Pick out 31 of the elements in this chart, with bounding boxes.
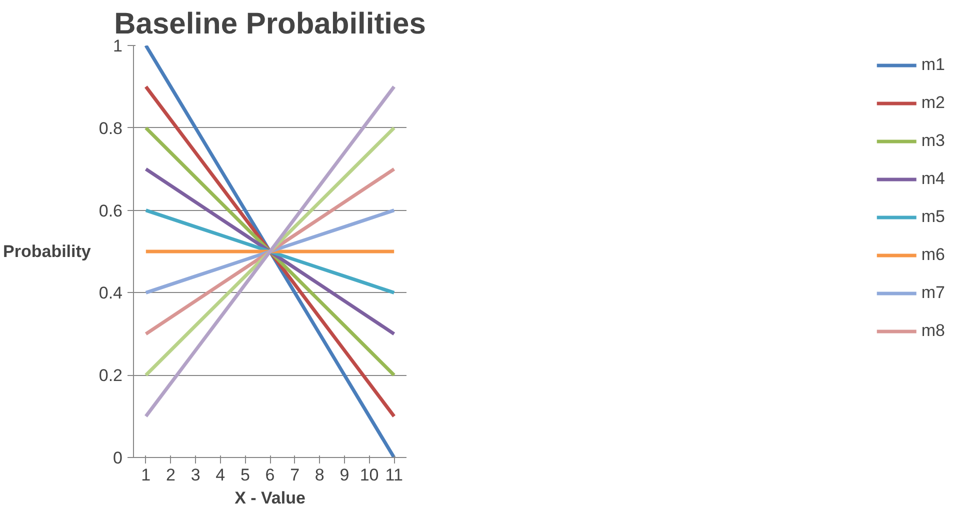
- x-tick-label: 7: [290, 466, 300, 484]
- legend-label: m4: [921, 169, 945, 189]
- line-series: [144, 208, 396, 294]
- legend-label: m5: [921, 207, 945, 227]
- line-series: [144, 126, 396, 377]
- y-tick-label: 0.8: [98, 118, 123, 138]
- x-axis-title: X - Value: [234, 488, 306, 508]
- y-tick-label: 0.2: [98, 366, 123, 386]
- x-tick-label: 8: [314, 466, 324, 484]
- x-tick-label: 1: [141, 466, 151, 484]
- legend-label: m3: [921, 131, 945, 151]
- legend-label: m8: [921, 321, 945, 341]
- x-tick-label: 6: [265, 466, 275, 484]
- x-tick-label: 3: [190, 466, 200, 484]
- line-series: [144, 84, 396, 418]
- legend-label: m7: [921, 283, 945, 303]
- legend-label: m6: [921, 245, 945, 265]
- x-tick-label: 10: [360, 466, 379, 484]
- x-tick-label: 9: [340, 466, 350, 484]
- x-tick-label: 4: [216, 466, 226, 484]
- x-tick-label: 5: [240, 466, 250, 484]
- legend-label: m1: [921, 55, 945, 75]
- legend-label: m2: [921, 93, 945, 113]
- line-series: [144, 46, 396, 458]
- y-tick-label: 0.4: [98, 284, 123, 303]
- y-tick-label: 0: [113, 448, 123, 468]
- x-tick-label: 11: [385, 466, 403, 484]
- line-series: [144, 167, 396, 336]
- y-axis-title: Probability: [3, 242, 92, 261]
- y-tick-label: 0.6: [98, 201, 123, 220]
- x-tick-label: 2: [166, 466, 176, 484]
